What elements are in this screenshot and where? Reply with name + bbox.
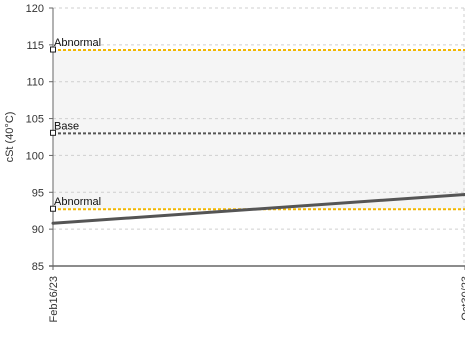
reference-marker-1: [50, 129, 56, 136]
y-tick-label-110: 110: [26, 77, 44, 89]
y-tick-label-90: 90: [32, 224, 44, 236]
y-tick-label-95: 95: [32, 187, 44, 199]
shaded-bands: [53, 50, 465, 210]
reference-marker-2: [50, 205, 56, 212]
series-line-0: [52, 193, 465, 225]
x-tick-label-1: Oct30/23: [460, 276, 465, 321]
y-tick-label-105: 105: [26, 114, 44, 126]
reference-marker-0: [50, 46, 56, 53]
y-tick-label-100: 100: [26, 150, 44, 162]
shaded-band-1: [53, 133, 465, 210]
tick-labels: 85 90 95 100 105 110 115 120 Feb16/23 Oct30/23 cSt…: [4, 3, 465, 322]
y-tick-label-115: 115: [26, 40, 44, 52]
reference-label-2: Abnormal: [54, 196, 101, 208]
shaded-band-0: [53, 50, 465, 134]
reference-label-0: Abnormal: [54, 37, 101, 49]
reference-label-1: Base: [54, 120, 79, 132]
series-point-0-0: [51, 221, 55, 225]
y-tick-label-85: 85: [32, 261, 44, 273]
x-tick-label-0: Feb16/23: [48, 276, 60, 322]
y-tick-label-120: 120: [26, 3, 44, 15]
y-axis-title: cSt (40°C): [4, 112, 16, 163]
